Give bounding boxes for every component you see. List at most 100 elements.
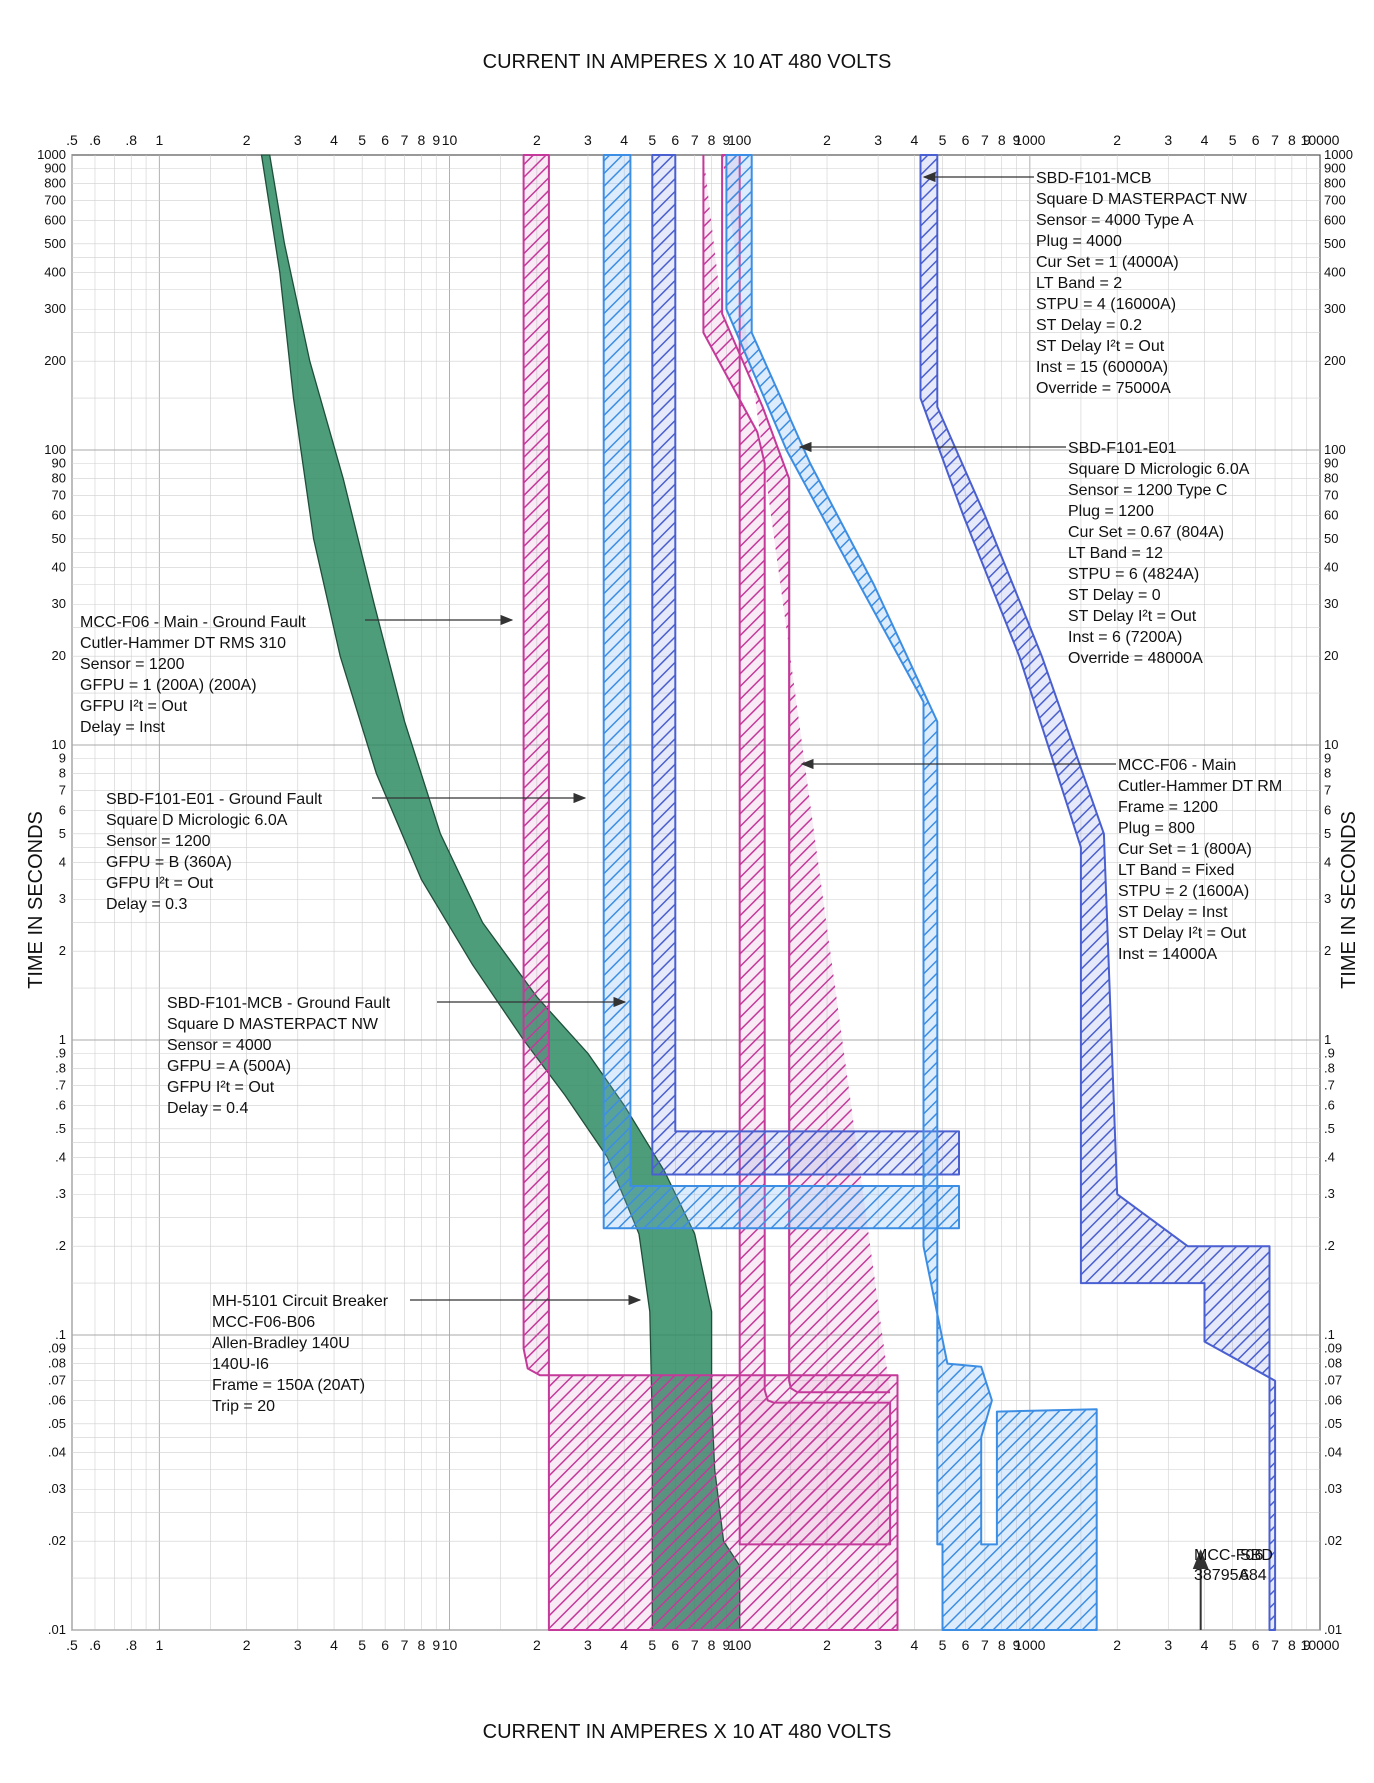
- x-tick-label-top: 3: [1164, 132, 1172, 148]
- y-tick-label-left: 800: [44, 176, 66, 191]
- y-tick-label-right: .05: [1324, 1416, 1342, 1431]
- y-tick-label-left: 8: [59, 766, 66, 781]
- series-sbd-f101-e01: [725, 154, 1098, 1631]
- annotation-sbd-f101-e01-line: Plug = 1200: [1068, 503, 1154, 520]
- annotation-fault-marker-line: MCC-F06: [1194, 1547, 1263, 1564]
- y-tick-label-left: 700: [44, 193, 66, 208]
- y-tick-label-left: .8: [55, 1061, 66, 1076]
- y-tick-label-left: 600: [44, 212, 66, 227]
- y-tick-label-left: 50: [52, 531, 66, 546]
- x-tick-label-top: .8: [125, 132, 137, 148]
- y-tick-label-left: .03: [48, 1481, 66, 1496]
- x-tick-label-top: .6: [89, 132, 101, 148]
- y-tick-label-left: 4: [59, 854, 66, 869]
- x-tick-label-top: 5: [1229, 132, 1237, 148]
- y-tick-label-left: .01: [48, 1622, 66, 1637]
- y-tick-label-left: 20: [52, 648, 66, 663]
- x-tick-label-bottom: .5: [66, 1637, 78, 1653]
- y-tick-label-right: 4: [1324, 854, 1331, 869]
- y-axis-title-right: TIME IN SECONDS: [1338, 811, 1360, 989]
- x-tick-label-top: 8: [998, 132, 1006, 148]
- annotation-sbd-f101-e01-line: STPU = 6 (4824A): [1068, 566, 1199, 583]
- annotation-sbd-f101-mcb-line: ST Delay = 0.2: [1036, 317, 1142, 334]
- annotation-sbd-f101-mcb-line: Square D MASTERPACT NW: [1036, 191, 1248, 208]
- y-tick-label-right: 8: [1324, 766, 1331, 781]
- y-tick-label-right: 300: [1324, 301, 1346, 316]
- y-tick-label-right: .1: [1324, 1327, 1335, 1342]
- x-tick-label-top: 100: [728, 132, 752, 148]
- x-tick-label-bottom: 4: [910, 1637, 918, 1653]
- annotation-sbd-f101-e01-gf-line: Sensor = 1200: [106, 833, 211, 850]
- y-tick-label-right: .3: [1324, 1186, 1335, 1201]
- y-tick-label-left: 900: [44, 160, 66, 175]
- annotation-sbd-f101-mcb-line: STPU = 4 (16000A): [1036, 296, 1176, 313]
- annotation-sbd-f101-mcb-gf-line: Delay = 0.4: [167, 1100, 248, 1117]
- x-tick-label-top: 2: [823, 132, 831, 148]
- x-tick-label-bottom: 5: [939, 1637, 947, 1653]
- x-tick-label-top: 9: [722, 132, 730, 148]
- x-tick-label-bottom: 2: [823, 1637, 831, 1653]
- annotation-mcc-f06-main-line: LT Band = Fixed: [1118, 862, 1234, 879]
- x-tick-label-top: 8: [708, 132, 716, 148]
- y-tick-label-left: .1: [55, 1327, 66, 1342]
- annotation-sbd-f101-e01-line: Inst = 6 (7200A): [1068, 629, 1182, 646]
- x-tick-label-bottom: .8: [125, 1637, 137, 1653]
- y-tick-label-left: 7: [59, 783, 66, 798]
- x-tick-label-bottom: 5: [1229, 1637, 1237, 1653]
- x-tick-label-top: 9: [1303, 132, 1311, 148]
- y-tick-label-left: 30: [52, 596, 66, 611]
- y-tick-label-right: 60: [1324, 507, 1338, 522]
- x-axis-title-top: CURRENT IN AMPERES X 10 AT 480 VOLTS: [483, 51, 892, 73]
- y-tick-label-left: .09: [48, 1340, 66, 1355]
- y-tick-label-right: .7: [1324, 1078, 1335, 1093]
- annotation-mh-5101-line: Allen-Bradley 140U: [212, 1335, 350, 1352]
- annotation-sbd-f101-e01-line: ST Delay = 0: [1068, 587, 1161, 604]
- annotation-mcc-f06-main-gf-line: GFPU I²t = Out: [80, 698, 188, 715]
- x-tick-label-top: 9: [432, 132, 440, 148]
- x-tick-label-top: 3: [294, 132, 302, 148]
- x-axis-title-bottom: CURRENT IN AMPERES X 10 AT 480 VOLTS: [483, 1721, 892, 1743]
- annotation-sbd-f101-mcb-line: Inst = 15 (60000A): [1036, 359, 1168, 376]
- annotation-sbd-f101-e01-gf-line: GFPU = B (360A): [106, 854, 232, 871]
- y-tick-label-left: .07: [48, 1373, 66, 1388]
- annotation-mh-5101-line: MCC-F06-B06: [212, 1314, 315, 1331]
- annotation-sbd-f101-mcb-line: ST Delay I²t = Out: [1036, 338, 1165, 355]
- curves: [260, 154, 1277, 1631]
- y-tick-label-left: 70: [52, 488, 66, 503]
- annotation-mcc-f06-main-line: Frame = 1200: [1118, 799, 1218, 816]
- x-tick-label-bottom: 8: [417, 1637, 425, 1653]
- y-tick-label-left: .3: [55, 1186, 66, 1201]
- x-tick-label-top: 6: [671, 132, 679, 148]
- annotation-sbd-f101-mcb-line: Override = 75000A: [1036, 380, 1171, 397]
- x-tick-label-top: 4: [620, 132, 628, 148]
- x-tick-label-bottom: 9: [1013, 1637, 1021, 1653]
- x-tick-label-bottom: 4: [330, 1637, 338, 1653]
- annotation-sbd-f101-e01-line: Sensor = 1200 Type C: [1068, 482, 1227, 499]
- x-tick-label-bottom: 100: [728, 1637, 752, 1653]
- y-tick-label-right: 80: [1324, 471, 1338, 486]
- annotation-mcc-f06-main-gf-line: Sensor = 1200: [80, 656, 185, 673]
- device-annotations: SBD-F101-MCB Square D MASTERPACT NW Sensor…: [80, 170, 1282, 1584]
- y-tick-label-right: .09: [1324, 1340, 1342, 1355]
- annotation-mcc-f06-main-gf-line: Delay = Inst: [80, 719, 165, 736]
- y-tick-label-right: 1: [1324, 1032, 1331, 1047]
- x-tick-label-bottom: 3: [1164, 1637, 1172, 1653]
- annotation-sbd-f101-mcb-gf-line: GFPU I²t = Out: [167, 1079, 275, 1096]
- annotation-sbd-f101-mcb-gf-line: GFPU = A (500A): [167, 1058, 291, 1075]
- x-tick-label-top: 9: [1013, 132, 1021, 148]
- y-tick-label-right: 50: [1324, 531, 1338, 546]
- annotation-sbd-f101-mcb-line: SBD-F101-MCB: [1036, 170, 1152, 187]
- y-tick-label-right: .02: [1324, 1533, 1342, 1548]
- y-tick-label-right: 20: [1324, 648, 1338, 663]
- annotation-mcc-f06-main-gf-line: Cutler-Hammer DT RMS 310: [80, 635, 286, 652]
- y-tick-label-right: 200: [1324, 353, 1346, 368]
- x-tick-label-top: 8: [417, 132, 425, 148]
- y-tick-label-left: 60: [52, 507, 66, 522]
- x-tick-label-bottom: 7: [691, 1637, 699, 1653]
- y-tick-label-left: .9: [55, 1045, 66, 1060]
- y-tick-label-right: 9: [1324, 750, 1331, 765]
- y-tick-label-right: 40: [1324, 559, 1338, 574]
- x-tick-label-bottom: 5: [648, 1637, 656, 1653]
- y-tick-label-right: .03: [1324, 1481, 1342, 1496]
- annotation-mcc-f06-main-line: Inst = 14000A: [1118, 946, 1218, 963]
